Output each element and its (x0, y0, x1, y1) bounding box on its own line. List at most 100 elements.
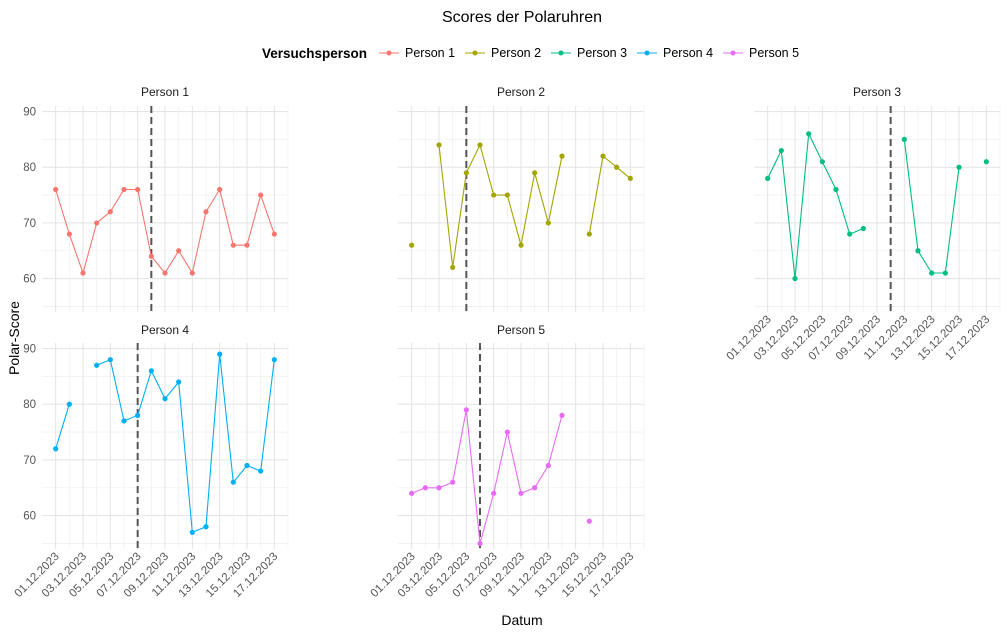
data-point (833, 186, 839, 193)
data-point (148, 253, 154, 259)
data-point (422, 485, 428, 491)
facet-panels: Person 1 60 70 80 90 Person 2 Person 301.12.20… (13, 85, 1001, 600)
data-point (477, 142, 483, 148)
data-point (107, 209, 113, 215)
data-point (53, 186, 59, 193)
legend-key-point (472, 50, 478, 56)
data-point (162, 396, 168, 402)
data-point (244, 242, 250, 248)
y-tick-label: 90 (23, 344, 36, 356)
data-point (176, 379, 182, 385)
data-point (271, 231, 277, 237)
data-point (258, 468, 264, 474)
data-point (929, 270, 935, 276)
data-point (806, 131, 812, 137)
data-point (450, 264, 456, 271)
data-point (162, 270, 168, 276)
data-point (135, 412, 141, 418)
legend-label: Person 5 (749, 46, 799, 60)
data-point (450, 479, 456, 485)
y-tick-label: 60 (23, 511, 36, 523)
legend-label: Person 4 (663, 46, 713, 60)
facet-strip-label: Person 2 (497, 85, 545, 99)
data-point (586, 231, 592, 237)
data-point (203, 209, 209, 215)
y-tick-label: 80 (23, 162, 36, 174)
chart-title: Scores der Polaruhren (442, 9, 602, 26)
facet-strip-label: Person 4 (141, 323, 189, 337)
data-point (80, 270, 86, 276)
data-point (792, 275, 798, 282)
data-point (203, 524, 209, 530)
data-point (491, 192, 497, 198)
x-axis-title: Datum (501, 612, 542, 628)
series-line (767, 131, 864, 279)
legend-label: Person 2 (491, 46, 541, 60)
data-point (545, 462, 551, 469)
data-point (942, 270, 948, 276)
data-point (94, 362, 100, 368)
data-point (463, 170, 469, 176)
data-point (244, 462, 250, 469)
data-point (477, 540, 483, 547)
data-point (66, 231, 72, 237)
data-point (545, 220, 551, 226)
series-line (411, 409, 563, 544)
data-point (559, 153, 565, 159)
data-point (847, 231, 853, 237)
legend-key-point (730, 50, 736, 56)
data-point (586, 518, 592, 524)
data-point (518, 490, 524, 496)
facet-panel: Person 46070809001.12.202303.12.202305.1… (13, 323, 289, 600)
series-line (438, 143, 563, 268)
data-point (463, 407, 469, 413)
facet-panel: Person 2 (398, 85, 645, 312)
data-point (765, 175, 771, 181)
legend-label: Person 1 (405, 46, 455, 60)
y-tick-label: 70 (23, 455, 36, 467)
data-point (135, 186, 141, 193)
data-point (189, 270, 195, 276)
facet-strip-label: Person 3 (853, 85, 901, 99)
data-point (66, 401, 72, 407)
data-point (148, 368, 154, 374)
data-point (107, 357, 113, 363)
facet-strip-label: Person 5 (497, 323, 545, 337)
data-point (121, 418, 127, 424)
data-point (436, 485, 442, 491)
legend-title: Versuchsperson (262, 46, 367, 61)
data-point (614, 164, 620, 170)
legend: Versuchsperson Person 1 Person 2 Person 3 Pe… (262, 46, 799, 61)
data-point (983, 159, 989, 165)
data-point (532, 485, 538, 491)
y-tick-label: 80 (23, 399, 36, 411)
data-point (94, 220, 100, 226)
legend-key-point (386, 50, 392, 56)
data-point (409, 490, 415, 496)
facet-panel: Person 501.12.202303.12.202305.12.202307… (369, 323, 645, 600)
data-point (53, 446, 59, 452)
legend-key-point (558, 50, 564, 56)
legend-label: Person 3 (577, 46, 627, 60)
series-line (55, 404, 70, 449)
data-point (860, 225, 866, 232)
data-point (217, 351, 223, 357)
y-tick-label: 90 (23, 107, 36, 119)
data-point (258, 192, 264, 198)
data-point (518, 242, 524, 248)
data-point (230, 479, 236, 485)
data-point (627, 175, 633, 181)
data-point (915, 248, 921, 254)
data-point (436, 142, 442, 148)
series-line (96, 354, 275, 534)
data-point (600, 153, 606, 159)
y-tick-label: 60 (23, 274, 36, 286)
data-point (217, 186, 223, 193)
data-point (121, 186, 127, 193)
data-point (176, 248, 182, 254)
data-point (778, 147, 784, 154)
y-axis-title: Polar-Score (6, 301, 22, 375)
data-point (532, 170, 538, 176)
y-tick-label: 70 (23, 218, 36, 230)
